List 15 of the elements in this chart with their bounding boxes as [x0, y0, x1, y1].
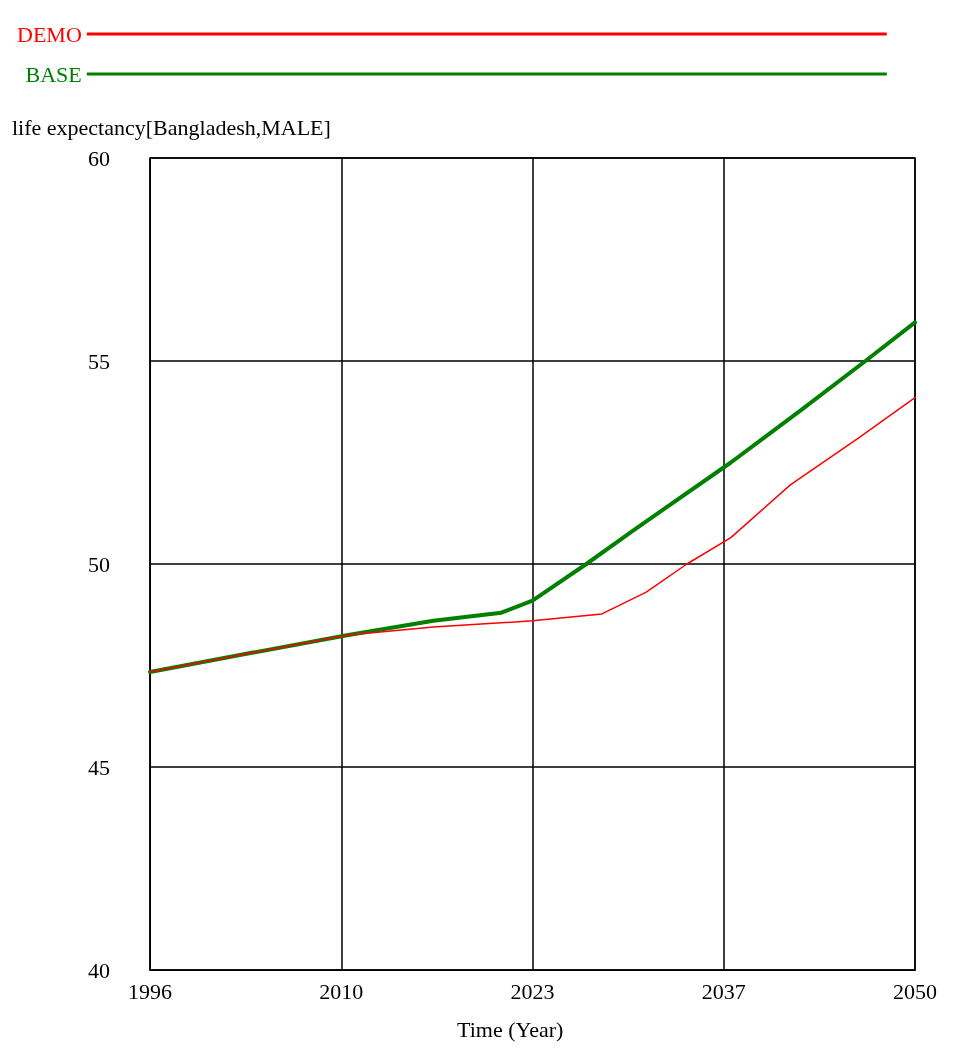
y-tick-label: 45 — [88, 754, 110, 780]
x-tick-label: 2050 — [893, 978, 937, 1004]
y-tick-label: 50 — [88, 551, 110, 577]
x-tick-label: 2010 — [319, 978, 364, 1004]
y-tick-label: 55 — [88, 348, 110, 374]
x-tick-label: 1996 — [128, 978, 172, 1004]
y-axis-title: life expectancy[Bangladesh,MALE] — [12, 114, 331, 140]
y-tick-label: 40 — [88, 957, 110, 983]
line-series — [149, 396, 916, 673]
x-axis-title: Time (Year) — [457, 1016, 564, 1042]
y-tick-label: 60 — [88, 145, 110, 171]
text: DEMO — [16, 21, 82, 47]
x-tick-label: 2023 — [510, 978, 555, 1004]
text: BASE — [25, 61, 82, 87]
x-tick-label: 2037 — [701, 978, 746, 1004]
